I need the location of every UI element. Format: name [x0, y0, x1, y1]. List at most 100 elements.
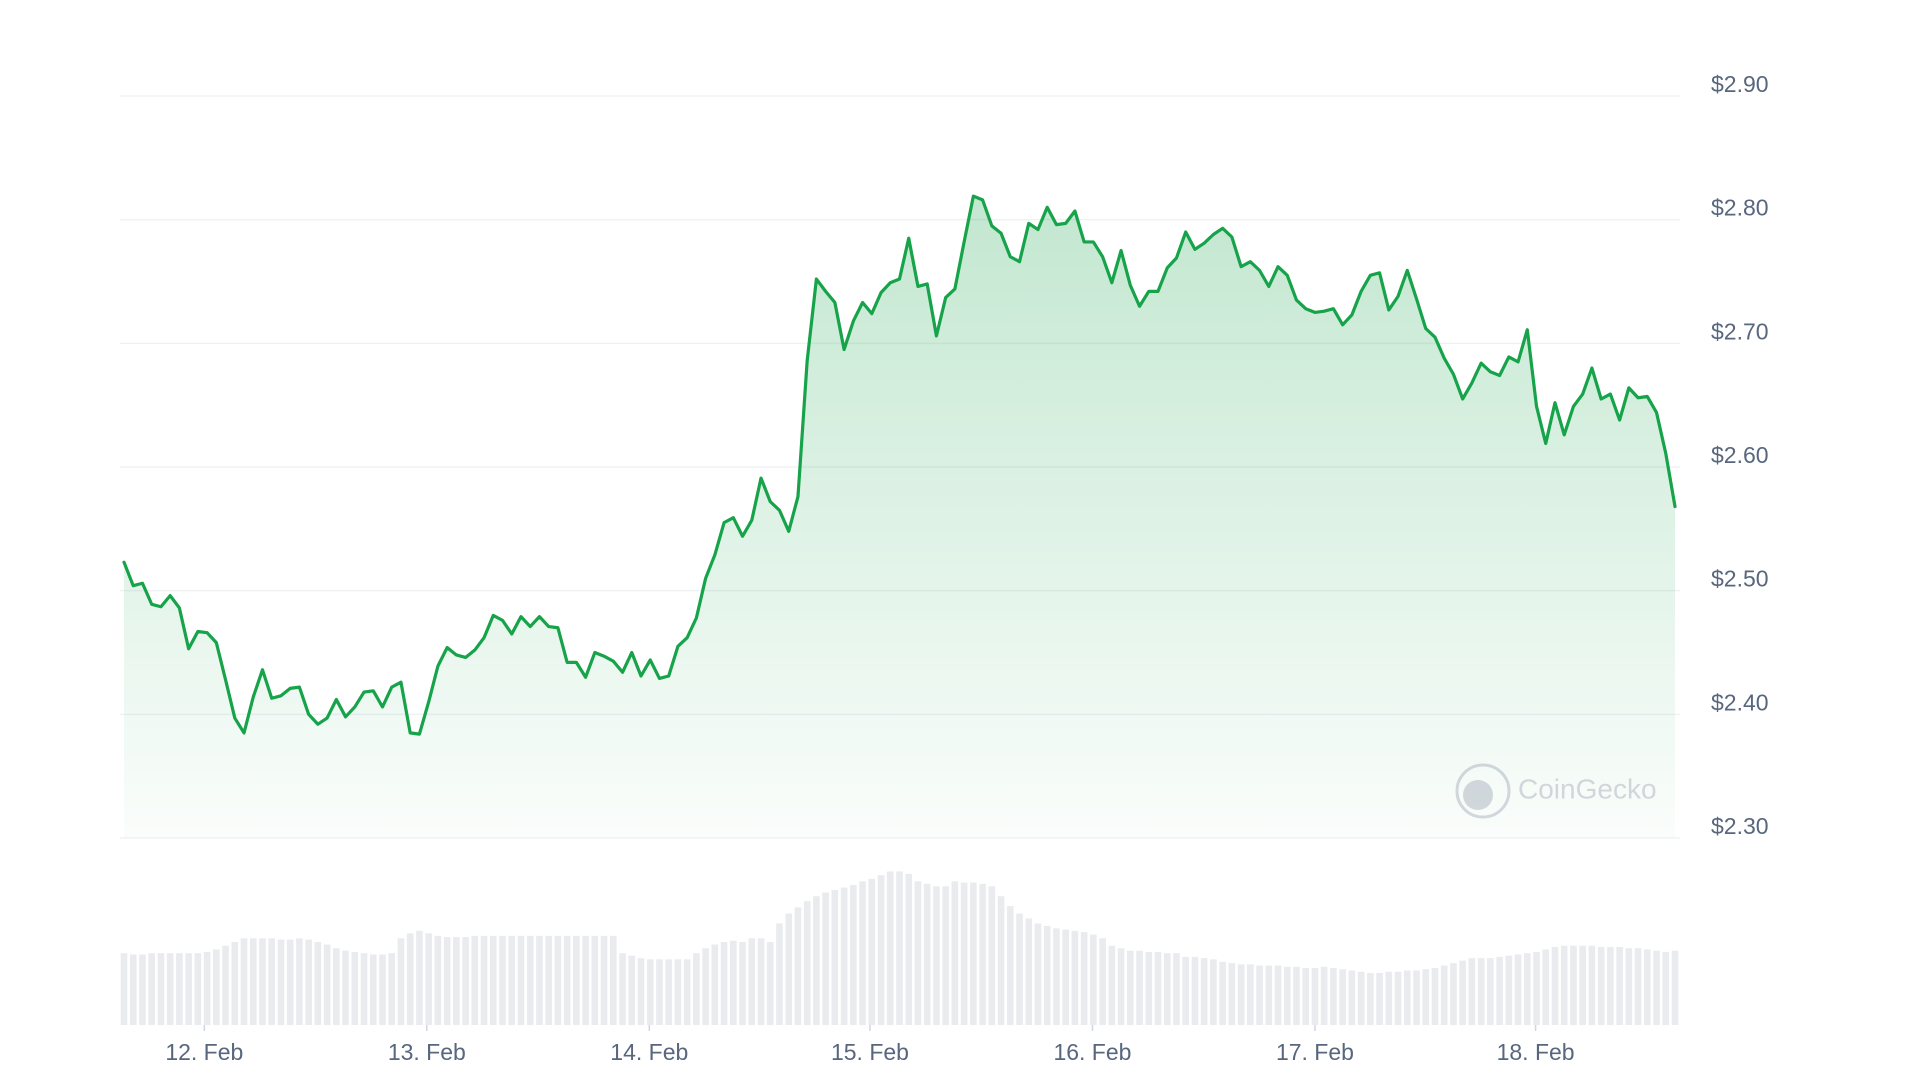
- volume-bar: [1523, 953, 1531, 1025]
- volume-bar: [443, 937, 451, 1025]
- volume-bar: [914, 881, 922, 1025]
- volume-bar: [1514, 954, 1522, 1025]
- volume-bar: [1385, 971, 1393, 1025]
- volume-bar: [766, 942, 774, 1025]
- volume-bar: [674, 959, 682, 1025]
- x-tick-label: 16. Feb: [1053, 1039, 1131, 1065]
- volume-bar: [1607, 946, 1614, 1025]
- volume-bar: [1496, 956, 1503, 1025]
- volume-bar: [1459, 960, 1466, 1025]
- volume-bar: [803, 901, 811, 1025]
- volume-bar: [1237, 964, 1245, 1025]
- volume-bar: [730, 940, 737, 1025]
- volume-bar: [148, 953, 155, 1025]
- y-tick-label: $2.70: [1711, 318, 1769, 344]
- volume-bar: [1173, 953, 1180, 1025]
- volume-bar: [185, 953, 192, 1025]
- volume-bar: [517, 935, 525, 1025]
- volume-bar: [1025, 918, 1033, 1025]
- volume-bar: [1403, 970, 1411, 1025]
- volume-bar: [536, 935, 543, 1025]
- volume-bar: [1560, 945, 1568, 1025]
- volume-bar: [757, 938, 765, 1025]
- volume-bar: [1219, 961, 1226, 1025]
- volume-bar: [702, 948, 709, 1025]
- volume-bar: [1311, 968, 1319, 1025]
- volume-bar: [960, 882, 968, 1025]
- volume-bar: [665, 959, 672, 1025]
- volume-bar: [360, 953, 368, 1025]
- x-tick-label: 17. Feb: [1276, 1039, 1354, 1065]
- volume-bar: [1533, 951, 1540, 1025]
- volume-bar: [554, 935, 562, 1025]
- volume-bar: [1551, 946, 1559, 1025]
- volume-bar: [1191, 956, 1199, 1025]
- volume-bar: [203, 951, 211, 1025]
- volume-bar: [1006, 906, 1014, 1025]
- volume-bar: [1034, 923, 1042, 1025]
- volume-bar: [526, 935, 534, 1025]
- volume-bar: [886, 871, 894, 1025]
- volume-bar: [194, 953, 202, 1025]
- y-tick-label: $2.60: [1711, 442, 1769, 468]
- volume-bar: [646, 959, 654, 1025]
- volume-bar: [369, 954, 377, 1025]
- volume-bar: [905, 873, 913, 1025]
- volume-bar: [351, 951, 359, 1025]
- volume-bar: [739, 942, 746, 1025]
- volume-bar: [1330, 968, 1337, 1025]
- volume-bar: [831, 890, 839, 1025]
- y-tick-label: $2.80: [1711, 195, 1769, 221]
- volume-bar: [1662, 951, 1670, 1025]
- volume-bar: [120, 953, 128, 1025]
- volume-bar: [1579, 945, 1586, 1025]
- volume-bar: [268, 938, 276, 1025]
- volume-bar: [896, 871, 903, 1025]
- volume-bar: [877, 875, 885, 1025]
- volume-bar: [1671, 950, 1679, 1025]
- volume-bar: [286, 939, 294, 1025]
- volume-bar: [1200, 958, 1208, 1025]
- volume-bar: [176, 953, 183, 1025]
- volume-bar: [1136, 950, 1143, 1025]
- volume-bar: [425, 933, 432, 1025]
- volume-bar: [1625, 948, 1633, 1025]
- volume-bar: [1440, 965, 1448, 1025]
- volume-bar: [720, 942, 728, 1025]
- volume-bar: [545, 935, 552, 1025]
- volume-bar: [213, 949, 220, 1025]
- volume-bar: [499, 935, 506, 1025]
- volume-bar: [1468, 958, 1476, 1025]
- volume-bar: [222, 945, 229, 1025]
- volume-bar: [1320, 966, 1328, 1025]
- volume-bar: [1394, 971, 1402, 1025]
- volume-bar: [1127, 950, 1134, 1025]
- y-tick-label: $2.90: [1711, 71, 1769, 97]
- volume-bar: [305, 939, 312, 1025]
- volume-bar: [397, 938, 405, 1025]
- volume-bar: [979, 883, 986, 1025]
- volume-bar: [1256, 965, 1263, 1025]
- volume-bar: [314, 942, 322, 1025]
- x-tick-label: 15. Feb: [831, 1039, 909, 1065]
- volume-bar: [748, 938, 756, 1025]
- watermark: CoinGecko: [1455, 763, 1657, 819]
- volume-bar: [166, 953, 174, 1025]
- area-fill: [124, 196, 1675, 839]
- volume-bar: [1487, 958, 1494, 1025]
- volume-bar: [1053, 928, 1060, 1025]
- volume-bar: [1117, 948, 1125, 1025]
- volume-bar: [1062, 929, 1069, 1025]
- volume-bar: [453, 937, 460, 1025]
- volume-bar: [1348, 970, 1356, 1025]
- volume-bar: [1228, 963, 1236, 1025]
- y-tick-label: $2.50: [1711, 566, 1769, 592]
- volume-bar: [573, 935, 580, 1025]
- volume-bar: [1099, 938, 1106, 1025]
- volume-bar: [1274, 965, 1282, 1025]
- volume-bar: [1247, 964, 1254, 1025]
- volume-bar: [637, 958, 645, 1025]
- volume-bar: [997, 896, 1005, 1025]
